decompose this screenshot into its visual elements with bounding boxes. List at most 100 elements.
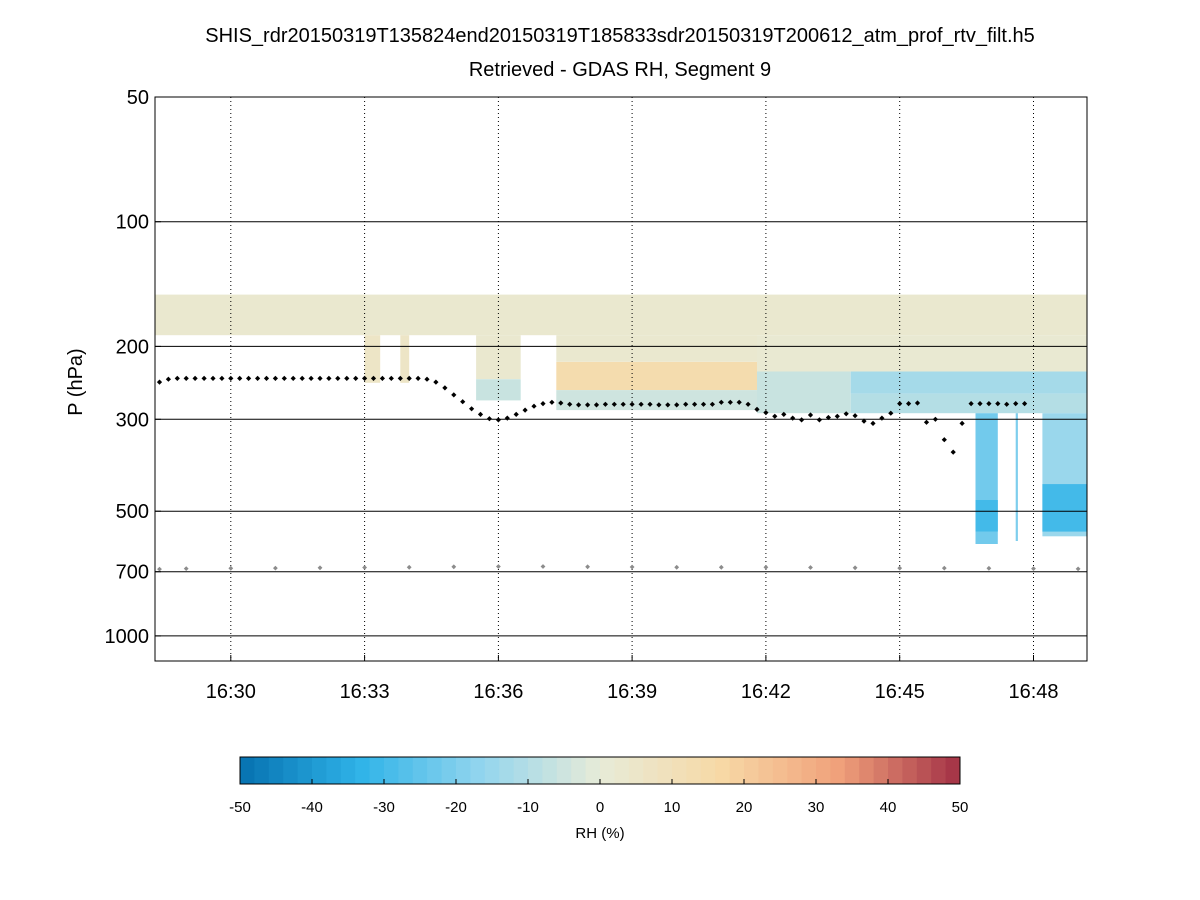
data-point: [576, 402, 582, 408]
colorbar-tick-label: -30: [373, 799, 395, 816]
data-point: [914, 400, 921, 406]
data-point: [362, 565, 367, 570]
data-point: [585, 402, 591, 408]
data-point: [362, 375, 368, 381]
data-point: [558, 400, 564, 406]
data-point: [495, 417, 501, 423]
data-point: [156, 379, 163, 385]
data-point: [281, 375, 287, 381]
data-point: [861, 418, 867, 424]
colorbar-step: [369, 757, 385, 784]
data-point: [1031, 566, 1036, 571]
colorbar-step: [772, 757, 788, 784]
colorbar-tick-label: 50: [952, 799, 969, 816]
colorbar-step: [340, 757, 356, 784]
data-point: [941, 437, 947, 443]
data-point: [968, 401, 974, 407]
data-point: [950, 449, 956, 455]
colorbar-step: [499, 757, 515, 784]
rh-cell: [556, 361, 757, 391]
colorbar-step: [672, 757, 687, 784]
data-point: [255, 375, 261, 381]
data-point: [1075, 566, 1081, 572]
x-tick-label: 16:42: [741, 681, 791, 703]
colorbar-step: [614, 757, 630, 784]
colorbar-step: [384, 757, 399, 784]
data-point: [986, 565, 992, 571]
colorbar-step: [254, 757, 270, 784]
data-point: [879, 415, 885, 421]
data-point: [611, 401, 617, 407]
data-point: [531, 403, 537, 409]
rh-cell: [400, 335, 410, 383]
y-tick-label: 100: [116, 212, 149, 234]
colorbar-step: [628, 757, 644, 784]
data-point: [709, 401, 715, 407]
data-point: [424, 376, 430, 382]
colorbar-step: [700, 757, 716, 784]
data-point: [897, 565, 903, 571]
data-point: [977, 401, 983, 407]
data-point: [522, 407, 528, 413]
colorbar-tick-label: -50: [229, 799, 251, 816]
colorbar-step: [412, 757, 428, 784]
data-point: [183, 375, 189, 381]
data-point: [540, 564, 546, 569]
colorbar-step: [744, 757, 759, 784]
colorbar-step: [268, 757, 284, 784]
data-point: [272, 375, 278, 381]
colorbar-step: [729, 757, 745, 784]
colorbar-step: [427, 757, 443, 784]
colorbar-step: [326, 757, 342, 784]
colorbar-step: [312, 757, 327, 784]
colorbar-steps: [240, 757, 961, 784]
colorbar-step: [686, 757, 702, 784]
x-tick-label: 16:45: [875, 681, 925, 703]
data-point: [335, 375, 341, 381]
colorbar-label: RH (%): [575, 825, 624, 842]
data-point: [692, 401, 698, 407]
chart-subtitle: Retrieved - GDAS RH, Segment 9: [469, 59, 771, 81]
data-point: [174, 375, 180, 381]
colorbar-tick-label: 30: [808, 799, 825, 816]
data-point: [816, 417, 822, 423]
colorbar-step: [571, 757, 587, 784]
colorbar-step: [542, 757, 558, 784]
data-point: [397, 375, 403, 381]
data-point: [772, 413, 778, 419]
data-point: [620, 401, 626, 407]
data-series: [156, 375, 1081, 572]
data-point: [299, 375, 305, 381]
data-point: [228, 375, 234, 381]
data-point: [157, 566, 162, 572]
colorbar-step: [873, 757, 889, 784]
data-point: [763, 564, 769, 570]
data-point: [433, 379, 439, 385]
rh-cell: [364, 335, 381, 383]
y-tick-label: 200: [116, 336, 149, 358]
colorbar-step: [888, 757, 903, 784]
data-point: [1022, 401, 1028, 407]
data-point: [638, 401, 644, 407]
colorbar-step: [528, 757, 543, 784]
colorbar-step: [758, 757, 774, 784]
data-point: [986, 401, 992, 407]
colorbar-step: [556, 757, 572, 784]
rh-cell: [757, 371, 851, 414]
data-point: [451, 392, 457, 398]
rh-cell: [1015, 413, 1018, 541]
data-point: [406, 375, 412, 381]
data-point: [781, 411, 787, 417]
data-point: [959, 420, 965, 426]
colorbar-step: [916, 757, 932, 784]
colorbar-step: [456, 757, 471, 784]
data-point: [486, 416, 492, 422]
x-axis-ticks: 16:30 16:33 16:36 16:39 16:42 16:45 16:48: [206, 655, 1059, 703]
x-tick-label: 16:30: [206, 681, 256, 703]
colorbar-step: [355, 757, 371, 784]
colorbar-step: [283, 757, 299, 784]
series-tropopause: [156, 375, 1028, 455]
data-point: [754, 406, 760, 412]
data-point: [870, 420, 876, 426]
